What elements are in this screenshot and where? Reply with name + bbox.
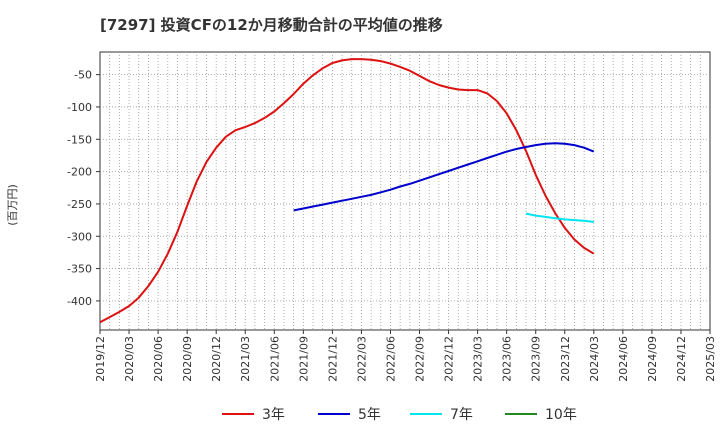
y-tick-label: -400 — [67, 295, 92, 308]
x-tick-label: 2025/03 — [704, 336, 717, 382]
x-tick-label: 2024/03 — [588, 336, 601, 382]
x-tick-label: 2020/03 — [123, 336, 136, 382]
x-tick-label: 2022/09 — [414, 336, 427, 382]
y-tick-label: -350 — [67, 263, 92, 276]
x-tick-label: 2023/06 — [501, 336, 514, 382]
y-tick-label: -250 — [67, 198, 92, 211]
series-line-1 — [99, 58, 595, 324]
y-tick-label: -300 — [67, 230, 92, 243]
y-tick-label: -100 — [67, 101, 92, 114]
y-axis-label: (百万円) — [6, 184, 19, 226]
x-tick-label: 2023/09 — [530, 336, 543, 382]
x-tick-label: 2020/09 — [181, 336, 194, 382]
x-tick-label: 2021/09 — [297, 336, 310, 382]
plot-frame — [99, 51, 711, 331]
x-tick-label: 2019/12 — [94, 336, 107, 382]
x-tick-label: 2021/12 — [326, 336, 339, 382]
x-tick-label: 2023/12 — [559, 336, 572, 382]
series-line-3 — [525, 212, 594, 223]
x-tick-label: 2022/06 — [384, 336, 397, 382]
x-axis-ticks: 2019/12 2020/03 2020/06 2020/09 2020/12 2021/… — [94, 330, 717, 382]
legend: 3年 5年 7年 10年 — [222, 407, 577, 423]
x-tick-label: 2022/12 — [443, 336, 456, 382]
y-tick-label: -150 — [67, 133, 92, 146]
y-tick-label: -50 — [74, 69, 92, 82]
legend-label-1: 3年 — [262, 407, 285, 423]
legend-label-4: 10年 — [545, 407, 577, 423]
x-tick-label: 2020/06 — [152, 336, 165, 382]
legend-label-2: 5年 — [358, 407, 381, 423]
legend-label-3: 7年 — [450, 407, 473, 423]
plot-area — [99, 51, 711, 331]
x-tick-label: 2022/03 — [355, 336, 368, 382]
x-tick-label: 2024/09 — [646, 336, 659, 382]
y-axis-ticks: -50 -100 -150 -200 -250 -300 -350 -400 — [67, 69, 100, 308]
x-tick-label: 2023/03 — [472, 336, 485, 382]
chart-title: [7297] 投資CFの12か月移動合計の平均値の推移 — [100, 16, 443, 34]
grid — [100, 52, 710, 330]
series-lines — [99, 58, 595, 324]
x-tick-label: 2024/12 — [675, 336, 688, 382]
y-tick-label: -200 — [67, 166, 92, 179]
series-line-2 — [293, 142, 595, 212]
x-tick-label: 2024/06 — [617, 336, 630, 382]
x-tick-label: 2021/06 — [268, 336, 281, 382]
x-tick-label: 2020/12 — [210, 336, 223, 382]
x-tick-label: 2021/03 — [239, 336, 252, 382]
